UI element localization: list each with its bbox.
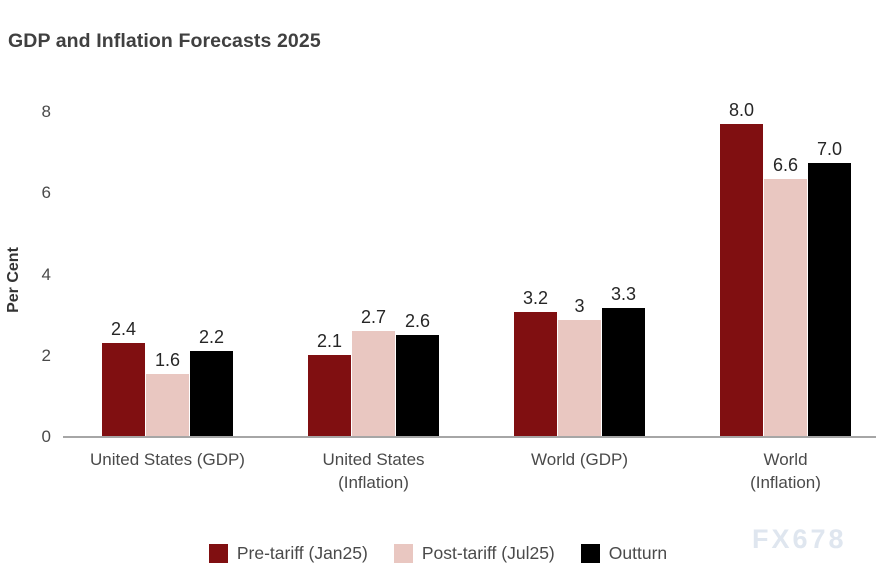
bar[interactable]: [352, 331, 395, 437]
x-axis-category-label: United States (Inflation): [322, 450, 425, 492]
bar[interactable]: [146, 374, 189, 437]
x-axis-category-label: World (GDP): [531, 450, 628, 469]
legend-label: Outturn: [608, 543, 668, 563]
x-axis-line: [63, 436, 876, 438]
y-axis-tick-label: 2: [41, 345, 51, 365]
bar[interactable]: [190, 351, 233, 437]
plot-area: 0 2 4 6 8 2.4 1.6 2.2 2.1 2.7 2.6 3.2 3 3.3 8.0 6.6 7.0: [42, 100, 876, 446]
legend-label: Post-tariff (Jul25): [421, 543, 555, 563]
legend-swatch: [393, 544, 413, 563]
legend-swatch: [208, 544, 228, 563]
chart-title: GDP and Inflation Forecasts 2025: [8, 30, 321, 52]
bar-value-label: 2.6: [404, 311, 431, 332]
legend-item[interactable]: Pre-tariff (Jan25): [208, 543, 368, 564]
bar[interactable]: [764, 179, 807, 437]
bar[interactable]: [396, 335, 439, 437]
bar-value-label: 3.3: [610, 284, 637, 305]
x-axis-category-label: United States (GDP): [90, 450, 245, 469]
y-axis-tick-label: 6: [41, 183, 51, 203]
bar[interactable]: [308, 354, 351, 437]
bar-value-label: 2.1: [316, 330, 343, 351]
bar[interactable]: [102, 343, 145, 437]
bar[interactable]: [514, 311, 557, 437]
bar-value-label: 6.6: [772, 155, 799, 176]
bar[interactable]: [602, 308, 645, 437]
bar-value-label: 1.6: [154, 350, 181, 371]
chart-legend: Pre-tariff (Jan25) Post-tariff (Jul25) Out…: [0, 543, 876, 564]
bar[interactable]: [808, 163, 851, 437]
y-axis-tick-label: 0: [41, 427, 51, 446]
bar-value-label: 3: [574, 295, 585, 316]
bar[interactable]: [558, 319, 601, 437]
bar-value-label: 2.2: [198, 327, 225, 348]
bar-value-label: 7.0: [816, 139, 843, 160]
y-axis-tick-label: 8: [41, 102, 51, 121]
bar-value-label: 2.7: [360, 307, 387, 328]
bar[interactable]: [720, 124, 763, 437]
legend-swatch: [580, 544, 600, 563]
bar-value-label: 8.0: [728, 100, 755, 121]
legend-label: Pre-tariff (Jan25): [236, 543, 368, 563]
x-axis-category-label: World (Inflation): [750, 450, 821, 492]
y-axis-title: Per Cent: [5, 247, 22, 313]
bar-value-label: 3.2: [522, 287, 549, 308]
bar-value-label: 2.4: [110, 319, 137, 340]
legend-item[interactable]: Outturn: [580, 543, 668, 564]
y-axis-tick-label: 4: [41, 264, 51, 284]
legend-item[interactable]: Post-tariff (Jul25): [393, 543, 555, 564]
